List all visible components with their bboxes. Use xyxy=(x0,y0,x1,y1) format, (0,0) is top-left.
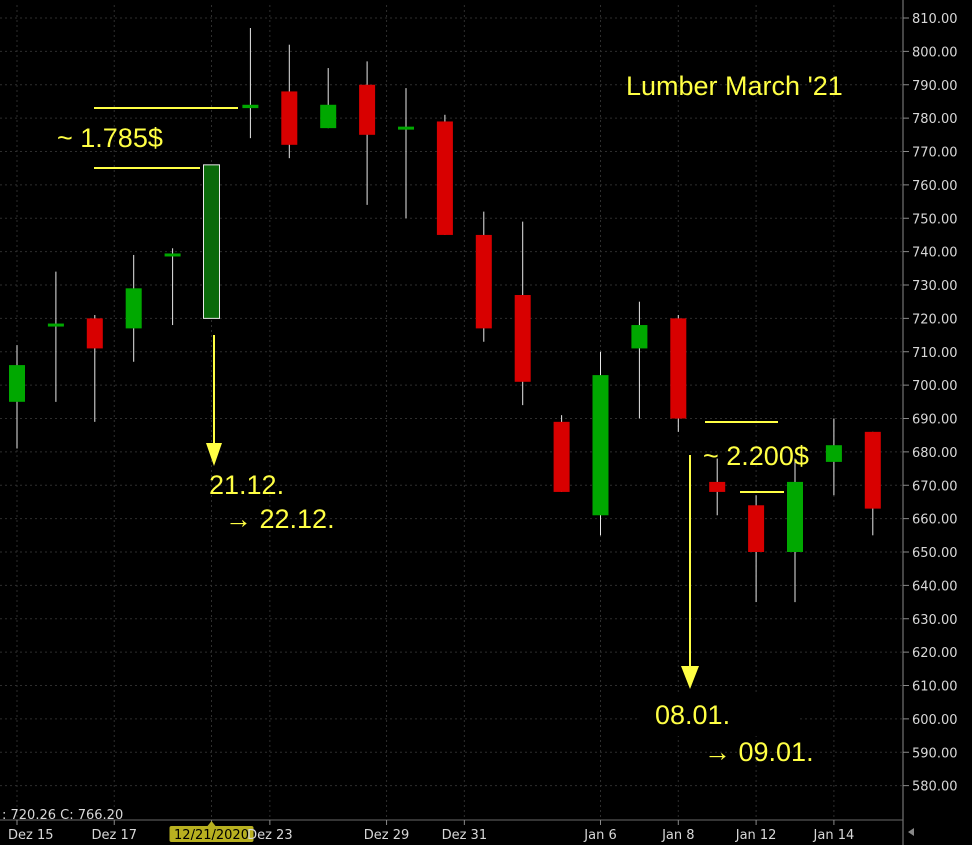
candle-down[interactable] xyxy=(709,481,726,492)
y-tick-label: 740.00 xyxy=(912,246,958,261)
x-tick-label: Jan 8 xyxy=(661,828,694,843)
y-tick-label: 770.00 xyxy=(912,146,958,161)
candles xyxy=(9,28,881,603)
chart-title: Lumber March '21 xyxy=(626,71,843,101)
y-tick-label: 720.00 xyxy=(912,312,958,327)
x-tick-label: Dez 29 xyxy=(364,828,410,843)
candle-down[interactable] xyxy=(475,234,492,329)
y-tick-label: 700.00 xyxy=(912,379,958,394)
y-tick-label: 690.00 xyxy=(912,413,958,428)
date-annotation-right-2: → 09.01. xyxy=(704,737,814,767)
price-annotation-left: ~ 1.785$ xyxy=(57,123,163,153)
annotation-backdrop xyxy=(640,692,798,736)
candle-up[interactable] xyxy=(825,445,842,462)
x-tick-label-highlight: 12/21/2020 xyxy=(174,828,249,843)
date-annotation-left-2: → 22.12. xyxy=(225,504,335,534)
y-tick-label: 620.00 xyxy=(912,646,958,661)
x-tick-label: Jan 14 xyxy=(813,828,855,843)
x-tick-label: Dez 23 xyxy=(247,828,293,843)
x-tick-label: Dez 17 xyxy=(91,828,137,843)
annotations: Lumber March '21 ~ 1.785$ 21.12. → 22.12… xyxy=(57,71,843,767)
y-tick-label: 810.00 xyxy=(912,12,958,27)
candle-down[interactable] xyxy=(553,421,570,492)
y-tick-label: 650.00 xyxy=(912,546,958,561)
arrow-right-head xyxy=(681,666,699,689)
x-tick-label: Jan 12 xyxy=(735,828,777,843)
y-tick-label: 760.00 xyxy=(912,179,958,194)
candle-up[interactable] xyxy=(631,325,648,349)
y-tick-label: 640.00 xyxy=(912,579,958,594)
candle-down[interactable] xyxy=(436,121,453,235)
grid-lines xyxy=(0,5,903,820)
y-tick-label: 750.00 xyxy=(912,212,958,227)
candle-down[interactable] xyxy=(281,91,298,145)
y-tick-label: 590.00 xyxy=(912,746,958,761)
x-tick-label: Dez 31 xyxy=(442,828,488,843)
candle-down[interactable] xyxy=(864,431,881,509)
x-tick-label: Jan 6 xyxy=(583,828,616,843)
y-tick-label: 600.00 xyxy=(912,713,958,728)
candle-up[interactable] xyxy=(164,253,181,257)
date-annotation-left-1: 21.12. xyxy=(209,470,284,500)
y-tick-label: 800.00 xyxy=(912,45,958,60)
candle-up[interactable] xyxy=(592,375,609,516)
y-tick-label: 790.00 xyxy=(912,79,958,94)
candle-up[interactable] xyxy=(9,365,25,402)
candle-down[interactable] xyxy=(748,505,765,552)
price-annotation-right: ~ 2.200$ xyxy=(703,441,809,471)
y-tick-label: 670.00 xyxy=(912,479,958,494)
candle-down[interactable] xyxy=(359,84,376,135)
y-tick-label: 610.00 xyxy=(912,680,958,695)
y-tick-label: 780.00 xyxy=(912,112,958,127)
y-tick-label: 680.00 xyxy=(912,446,958,461)
ohlc-readout: : 720.26 C: 766.20 xyxy=(2,808,123,823)
candle-up[interactable] xyxy=(242,104,259,109)
price-axis[interactable]: 580.00 590.00 600.00 610.00 620.00 630.00 640.… xyxy=(902,0,958,845)
y-tick-label: 580.00 xyxy=(912,780,958,795)
date-cursor-pointer xyxy=(207,821,216,826)
candle-up[interactable] xyxy=(203,164,220,319)
date-cursor-badge xyxy=(169,826,254,842)
candle-up[interactable] xyxy=(398,126,414,130)
y-tick-label: 710.00 xyxy=(912,346,958,361)
candle-up[interactable] xyxy=(125,288,142,329)
y-tick-label: 630.00 xyxy=(912,613,958,628)
date-annotation-right-1: 08.01. xyxy=(655,700,730,730)
candle-up[interactable] xyxy=(47,323,64,327)
arrow-left-head xyxy=(206,443,222,466)
y-tick-label: 660.00 xyxy=(912,513,958,528)
candle-down[interactable] xyxy=(670,318,687,419)
candle-down[interactable] xyxy=(86,318,103,349)
x-tick-label: Dez 15 xyxy=(8,828,54,843)
candle-up[interactable] xyxy=(787,481,803,552)
y-tick-label: 730.00 xyxy=(912,279,958,294)
candle-down[interactable] xyxy=(514,295,531,382)
scroll-right-icon[interactable] xyxy=(908,828,914,836)
candle-up[interactable] xyxy=(320,104,337,129)
